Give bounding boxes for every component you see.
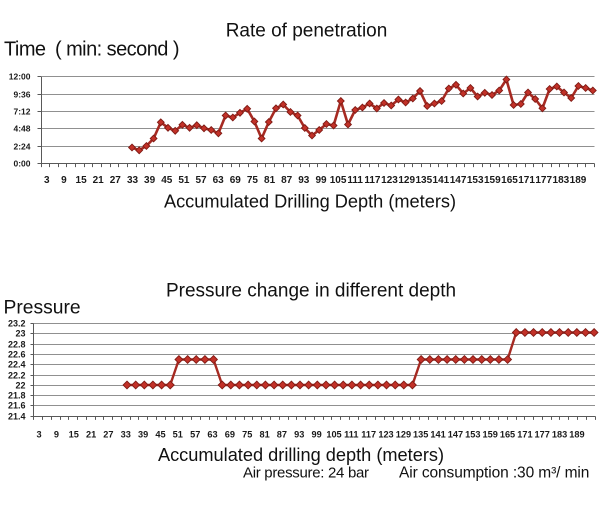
svg-text:99: 99 [315, 175, 327, 186]
svg-text:183: 183 [553, 175, 570, 186]
svg-text:171: 171 [518, 175, 535, 186]
svg-text:22: 22 [15, 380, 25, 390]
svg-text:39: 39 [144, 175, 156, 186]
svg-text:141: 141 [433, 175, 450, 186]
svg-text:45: 45 [161, 175, 173, 186]
svg-text:177: 177 [535, 175, 552, 186]
svg-text:105: 105 [326, 429, 341, 439]
svg-text:22.4: 22.4 [8, 359, 26, 369]
svg-text:21.8: 21.8 [8, 390, 26, 400]
svg-text:9: 9 [61, 175, 67, 186]
svg-text:75: 75 [247, 175, 259, 186]
svg-text:21: 21 [93, 175, 105, 186]
svg-text:123: 123 [381, 175, 398, 186]
svg-text:21.6: 21.6 [8, 400, 26, 410]
svg-text:147: 147 [450, 175, 467, 186]
svg-text:69: 69 [230, 175, 242, 186]
svg-text:Air consumption :30 m³/ min: Air consumption :30 m³/ min [399, 465, 589, 482]
svg-text:183: 183 [552, 429, 567, 439]
svg-text:21: 21 [86, 429, 96, 439]
svg-text:12:00: 12:00 [9, 71, 31, 81]
svg-text:159: 159 [483, 429, 498, 439]
svg-text:159: 159 [484, 175, 501, 186]
svg-text:141: 141 [430, 429, 445, 439]
svg-text:45: 45 [155, 429, 165, 439]
svg-text:15: 15 [69, 429, 79, 439]
svg-text:Air pressure: 24 bar: Air pressure: 24 bar [243, 465, 369, 482]
svg-text:117: 117 [364, 175, 381, 186]
svg-text:7:12: 7:12 [13, 106, 30, 116]
svg-text:99: 99 [311, 429, 321, 439]
svg-text:Accumulated drilling depth (me: Accumulated drilling depth (meters) [158, 445, 444, 465]
svg-text:87: 87 [277, 429, 287, 439]
svg-text:111: 111 [347, 175, 363, 186]
svg-text:153: 153 [467, 175, 484, 186]
svg-text:87: 87 [281, 175, 293, 186]
svg-text:23.2: 23.2 [8, 318, 26, 328]
svg-text:Rate of penetration: Rate of penetration [226, 21, 388, 42]
svg-text:Pressure change in different d: Pressure change in different depth [166, 281, 456, 302]
svg-text:177: 177 [535, 429, 550, 439]
svg-text:21.4: 21.4 [8, 411, 26, 421]
svg-text:135: 135 [413, 429, 428, 439]
svg-text:3: 3 [36, 429, 41, 439]
svg-text:117: 117 [361, 429, 376, 439]
svg-text:33: 33 [127, 175, 139, 186]
svg-text:39: 39 [138, 429, 148, 439]
svg-text:15: 15 [76, 175, 88, 186]
svg-text:165: 165 [501, 175, 518, 186]
svg-text:123: 123 [378, 429, 393, 439]
svg-text:57: 57 [190, 429, 200, 439]
svg-text:0:00: 0:00 [13, 158, 30, 168]
svg-text:9:36: 9:36 [13, 89, 30, 99]
svg-text:57: 57 [195, 175, 207, 186]
svg-text:129: 129 [398, 175, 415, 186]
svg-text:93: 93 [294, 429, 304, 439]
svg-text:Accumulated Drilling Depth (me: Accumulated Drilling Depth (meters) [164, 191, 456, 211]
svg-text:129: 129 [396, 429, 411, 439]
svg-text:22.8: 22.8 [8, 339, 26, 349]
svg-text:171: 171 [517, 429, 532, 439]
svg-text:69: 69 [225, 429, 235, 439]
svg-text:Time ( min: second ): Time ( min: second ) [4, 39, 179, 61]
svg-text:105: 105 [330, 175, 347, 186]
svg-text:189: 189 [570, 175, 587, 186]
svg-text:63: 63 [213, 175, 225, 186]
svg-text:Pressure: Pressure [4, 298, 81, 319]
svg-text:135: 135 [415, 175, 432, 186]
svg-text:75: 75 [242, 429, 252, 439]
svg-text:2:24: 2:24 [13, 141, 30, 151]
svg-text:3: 3 [44, 175, 50, 186]
svg-text:51: 51 [173, 429, 183, 439]
svg-text:27: 27 [110, 175, 122, 186]
svg-text:22.6: 22.6 [8, 349, 26, 359]
svg-text:93: 93 [298, 175, 310, 186]
svg-text:22.2: 22.2 [8, 370, 26, 380]
svg-text:51: 51 [178, 175, 190, 186]
svg-text:153: 153 [465, 429, 480, 439]
svg-text:189: 189 [569, 429, 584, 439]
svg-text:33: 33 [121, 429, 131, 439]
svg-text:81: 81 [259, 429, 269, 439]
svg-text:27: 27 [103, 429, 113, 439]
svg-text:23: 23 [15, 328, 25, 338]
svg-text:165: 165 [500, 429, 515, 439]
svg-text:63: 63 [207, 429, 217, 439]
svg-text:9: 9 [54, 429, 59, 439]
svg-text:4:48: 4:48 [13, 123, 30, 133]
svg-text:147: 147 [448, 429, 463, 439]
svg-text:81: 81 [264, 175, 276, 186]
svg-text:111: 111 [344, 429, 358, 439]
